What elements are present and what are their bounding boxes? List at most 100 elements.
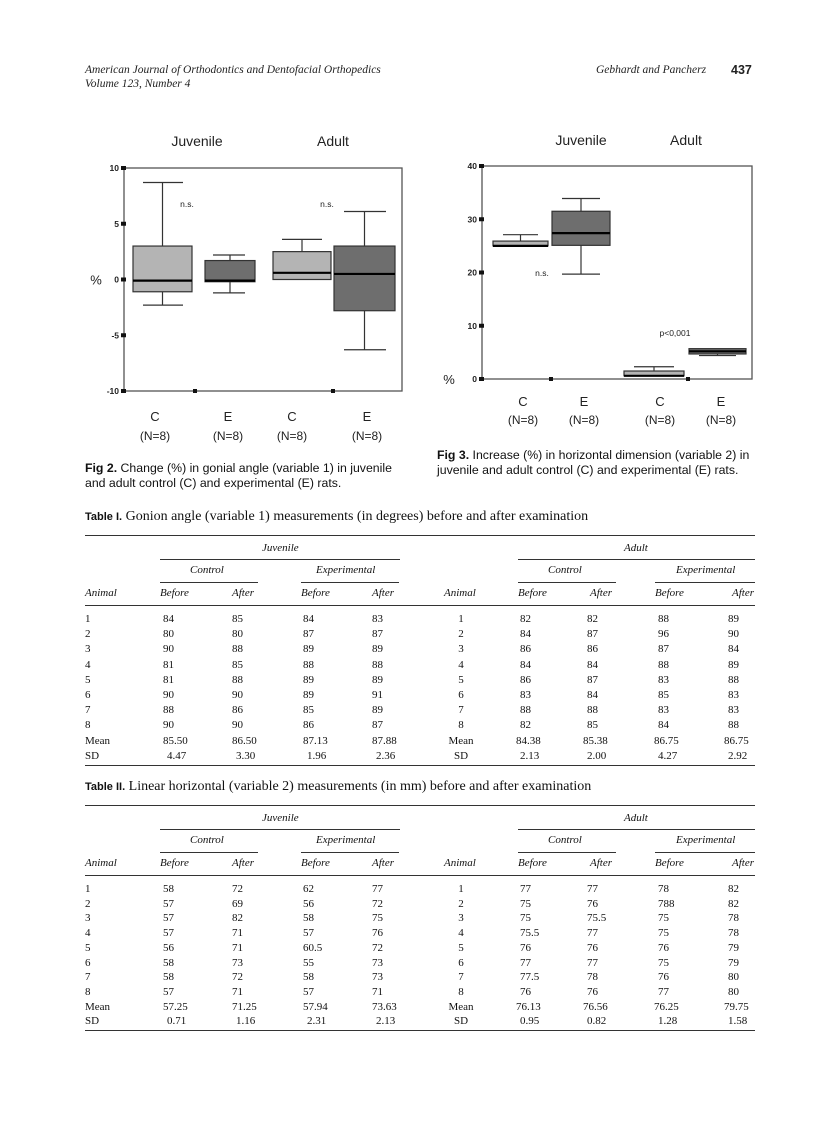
subgroup-control: Control: [190, 564, 224, 576]
table-cell: 56: [163, 941, 174, 954]
table-cell: 57: [303, 927, 314, 940]
table-cell: 76: [587, 897, 598, 910]
category-label: E: [224, 409, 233, 424]
table-cell: 75: [520, 897, 531, 910]
col-animal: Animal: [85, 857, 117, 869]
fig3-caption-label: Fig 3.: [437, 448, 470, 462]
table-cell: 72: [232, 971, 243, 984]
fig3-caption-text: Increase (%) in horizontal dimension (va…: [437, 448, 750, 477]
col-before: Before: [518, 587, 547, 599]
y-tick-label: 0: [472, 374, 477, 384]
table-cell: 90: [728, 628, 739, 641]
col-animal: Animal: [444, 857, 476, 869]
running-head-authors: Gebhardt and Pancherz: [596, 64, 707, 76]
page-number: 437: [731, 63, 752, 77]
header-rule: [85, 875, 755, 876]
table-cell: 78: [728, 912, 739, 925]
table-cell: 58: [163, 971, 174, 984]
adult-row-label: 3: [458, 912, 464, 925]
subgroup-control: Control: [548, 564, 582, 576]
table-caption: Linear horizontal (variable 2) measureme…: [128, 779, 592, 794]
rule: [655, 582, 755, 583]
x-tick: [193, 389, 197, 393]
table-cell: 77: [587, 927, 598, 940]
table-cell: 75: [658, 912, 669, 925]
table-cell: 84: [587, 658, 598, 671]
table-cell: 0.95: [520, 1015, 540, 1028]
table-cell: 80: [163, 628, 174, 641]
category-n-label: (N=8): [569, 413, 599, 427]
table-cell: 88: [232, 643, 243, 656]
col-before: Before: [655, 857, 684, 869]
col-after: After: [372, 857, 394, 869]
table-cell: 83: [520, 689, 531, 701]
table-cell: 96: [658, 628, 669, 641]
table-title: Table I. Gonion angle (variable 1) measu…: [85, 509, 588, 525]
table-cell: 85: [303, 704, 314, 717]
table-cell: 87.88: [372, 734, 397, 747]
category-label: E: [363, 409, 372, 424]
table-cell: 69: [232, 897, 243, 910]
col-before: Before: [301, 587, 330, 599]
adult-row-label: 2: [458, 897, 464, 910]
table-cell: 75: [520, 912, 531, 925]
rule: [655, 852, 755, 853]
x-tick: [686, 377, 690, 381]
table-cell: 87: [587, 628, 598, 641]
table-cell: 82: [232, 912, 243, 925]
top-rule: [85, 805, 755, 806]
subgroup-experimental: Experimental: [316, 834, 376, 846]
col-after: After: [232, 587, 254, 599]
table-cell: 78: [658, 883, 669, 895]
rule: [518, 829, 755, 830]
table-cell: 84: [163, 613, 174, 625]
table-cell: 89: [728, 613, 739, 625]
table-cell: 90: [163, 643, 174, 656]
table-cell: 84: [520, 628, 531, 641]
category-n-label: (N=8): [352, 429, 382, 443]
table-cell: 88: [728, 673, 739, 686]
y-tick: [479, 270, 484, 275]
col-before: Before: [160, 857, 189, 869]
table-cell: 84: [520, 658, 531, 671]
col-before: Before: [518, 857, 547, 869]
y-tick: [121, 221, 126, 226]
juvenile-row-label: 1: [85, 883, 91, 895]
table-title: Table II. Linear horizontal (variable 2)…: [85, 779, 591, 795]
y-tick-label: -10: [107, 386, 120, 396]
juvenile-row-label: 5: [85, 673, 91, 686]
table-cell: 83: [728, 689, 739, 701]
adult-row-label: 2: [458, 628, 464, 641]
col-after: After: [232, 857, 254, 869]
table-cell: 72: [372, 897, 383, 910]
table-cell: 57: [303, 985, 314, 998]
table-cell: 88: [520, 704, 531, 717]
category-label: C: [518, 394, 527, 409]
table-cell: 71: [232, 927, 243, 940]
table-cell: 75.5: [520, 927, 540, 940]
y-tick: [121, 389, 126, 393]
category-n-label: (N=8): [645, 413, 675, 427]
box-juvenile-c: [132, 181, 193, 306]
table-cell: 57: [163, 912, 174, 925]
table-cell: 86: [520, 673, 531, 686]
juvenile-row-label: 4: [85, 927, 91, 940]
table-cell: 88: [372, 658, 383, 671]
juvenile-row-label: Mean: [85, 1000, 111, 1013]
table-cell: 82: [728, 883, 739, 895]
y-tick-label: 5: [114, 219, 119, 229]
table-cell: 76.56: [583, 1000, 608, 1013]
table-cell: 4.47: [167, 749, 187, 762]
table-cell: 83: [658, 704, 669, 717]
fig2-caption: Fig 2. Change (%) in gonial angle (varia…: [85, 461, 410, 491]
table-cell: 77: [520, 883, 531, 895]
col-after: After: [590, 587, 612, 599]
table-cell: 76: [587, 985, 598, 998]
table-cell: 57.25: [163, 1000, 188, 1013]
subgroup-experimental: Experimental: [676, 834, 736, 846]
juvenile-row-label: 3: [85, 912, 91, 925]
juvenile-row-label: Mean: [85, 734, 111, 747]
box-adult-c: [623, 366, 685, 377]
subgroup-control: Control: [190, 834, 224, 846]
